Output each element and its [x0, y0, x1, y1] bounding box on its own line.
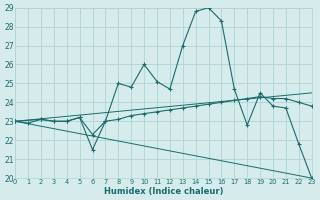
X-axis label: Humidex (Indice chaleur): Humidex (Indice chaleur) — [104, 187, 223, 196]
